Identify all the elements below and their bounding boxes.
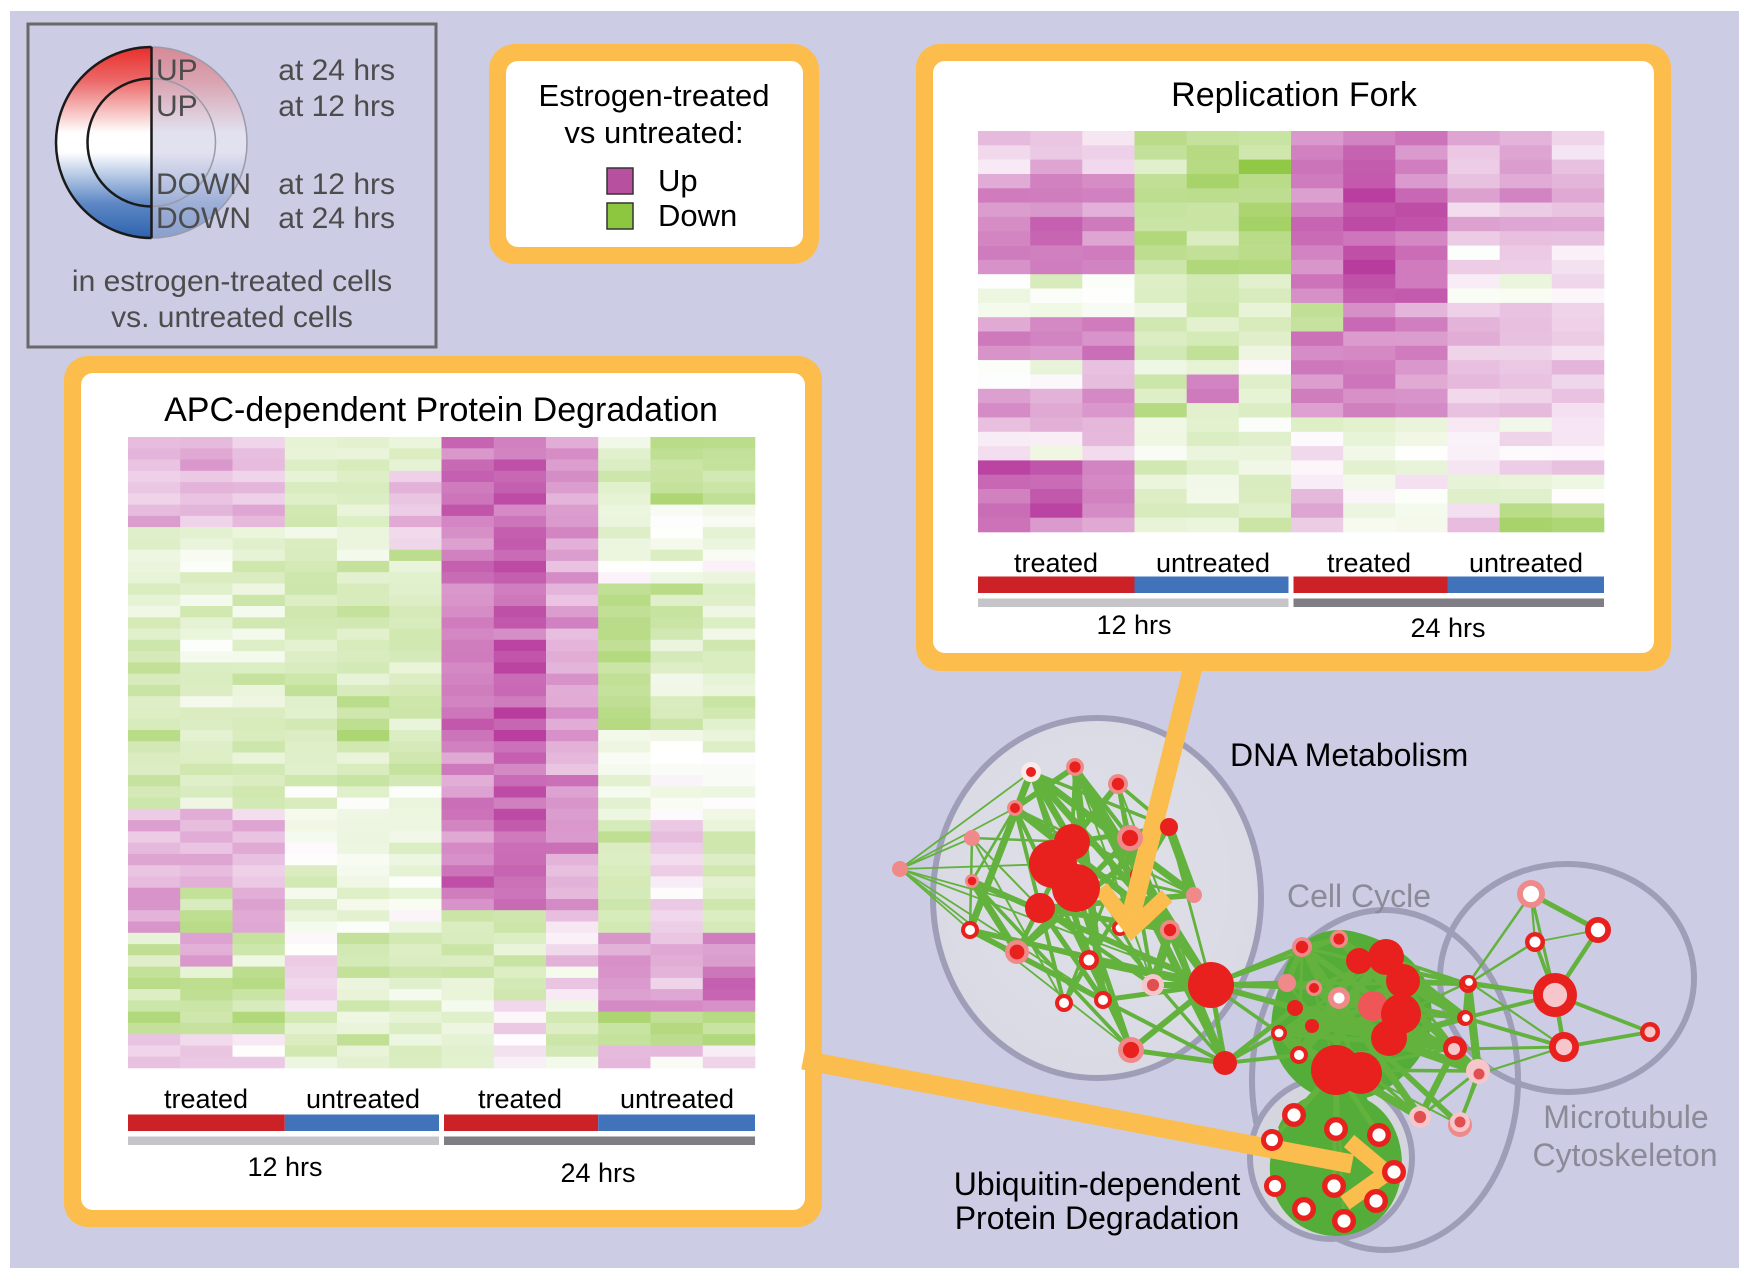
svg-text:Protein Degradation: Protein Degradation	[955, 1200, 1240, 1236]
svg-text:APC-dependent Protein Degradat: APC-dependent Protein Degradation	[164, 391, 718, 429]
svg-text:treated: treated	[1014, 548, 1098, 578]
svg-text:Down: Down	[658, 198, 737, 233]
svg-text:vs. untreated cells: vs. untreated cells	[111, 301, 353, 334]
svg-text:Up: Up	[658, 163, 698, 198]
svg-text:DOWN: DOWN	[156, 202, 251, 235]
svg-text:treated: treated	[1327, 548, 1411, 578]
svg-text:12 hrs: 12 hrs	[247, 1152, 322, 1182]
svg-text:DNA Metabolism: DNA Metabolism	[1230, 737, 1468, 773]
svg-text:in estrogen-treated cells: in estrogen-treated cells	[72, 265, 392, 298]
svg-text:Estrogen-treated: Estrogen-treated	[539, 78, 770, 113]
svg-text:untreated: untreated	[1156, 548, 1270, 578]
svg-text:Replication Fork: Replication Fork	[1171, 76, 1418, 114]
svg-text:Cytoskeleton: Cytoskeleton	[1533, 1137, 1718, 1173]
svg-text:at 24 hrs: at 24 hrs	[278, 54, 395, 87]
svg-text:12 hrs: 12 hrs	[1096, 610, 1171, 640]
svg-text:Ubiquitin-dependent: Ubiquitin-dependent	[954, 1166, 1241, 1202]
svg-text:at 12 hrs: at 12 hrs	[278, 90, 395, 123]
svg-text:Cell Cycle: Cell Cycle	[1287, 878, 1431, 914]
svg-text:untreated: untreated	[620, 1084, 734, 1114]
svg-text:untreated: untreated	[1469, 548, 1583, 578]
svg-text:24 hrs: 24 hrs	[1410, 613, 1485, 643]
svg-text:vs untreated:: vs untreated:	[564, 115, 743, 150]
svg-text:UP: UP	[156, 54, 198, 87]
svg-text:UP: UP	[156, 90, 198, 123]
svg-text:treated: treated	[164, 1084, 248, 1114]
svg-text:treated: treated	[478, 1084, 562, 1114]
svg-text:DOWN: DOWN	[156, 168, 251, 201]
svg-text:untreated: untreated	[306, 1084, 420, 1114]
svg-text:24 hrs: 24 hrs	[560, 1158, 635, 1188]
svg-text:at 24 hrs: at 24 hrs	[278, 202, 395, 235]
svg-text:at 12 hrs: at 12 hrs	[278, 168, 395, 201]
svg-text:Microtubule: Microtubule	[1543, 1099, 1708, 1135]
